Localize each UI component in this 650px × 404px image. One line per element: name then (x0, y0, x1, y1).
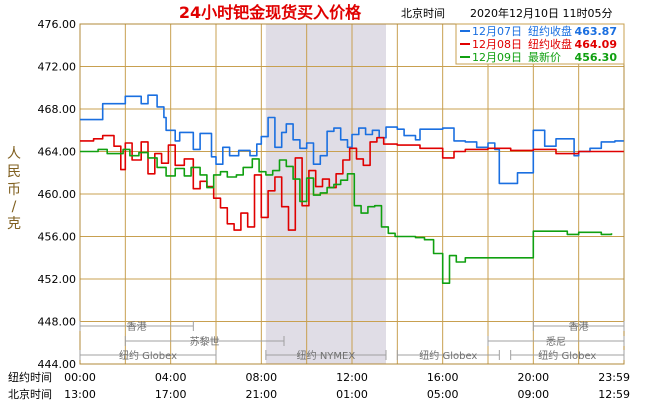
legend-label: 纽约收盘 (528, 24, 572, 38)
beijing-time-tick: 09:00 (517, 388, 549, 401)
session-label: 苏黎世 (190, 335, 220, 348)
legend-value: 456.30 (575, 51, 618, 64)
y-tick-label: 444.00 (38, 358, 77, 371)
y-axis-label-char: 民 (7, 164, 21, 180)
y-tick-label: 472.00 (38, 61, 77, 74)
ny-time-tick: 12:00 (336, 371, 368, 384)
legend-label: 最新价 (528, 50, 561, 64)
plot-border (79, 23, 625, 365)
legend-date: 12月08日 (472, 38, 522, 51)
update-timestamp: 2020年12月10日 11时05分 (470, 6, 612, 20)
beijing-time-tick: 12:59 (598, 388, 630, 401)
legend-value: 464.09 (575, 38, 617, 51)
legend: 12月07日 纽约收盘 463.87 12月08日 纽约收盘 464.09 12月09日 最新… (455, 23, 625, 65)
session-label: 纽约 Globex (538, 349, 596, 362)
ny-time-tick: 20:00 (517, 371, 549, 384)
ny-time-tick: 16:00 (427, 371, 459, 384)
beijing-time-label: 北京时间 (8, 387, 52, 401)
legend-date: 12月07日 (472, 25, 522, 38)
series-line-2 (80, 134, 624, 231)
series-line-1 (80, 94, 624, 185)
ny-time-tick: 00:00 (64, 371, 96, 384)
ny-time-tick: 23:59 (598, 371, 630, 384)
y-axis-label-char: 人 (7, 146, 21, 162)
price-series (80, 94, 624, 284)
y-tick-label: 460.00 (38, 188, 77, 201)
legend-date: 12月09日 (472, 51, 522, 64)
y-tick-label: 464.00 (38, 146, 77, 159)
x-tick-labels: 00:00 04:00 08:00 12:00 16:00 20:00 23:59 13:00… (64, 371, 630, 401)
session-label: 香港 (127, 321, 147, 333)
session-label: 纽约 NYMEX (297, 349, 356, 362)
timezone-label: 北京时间 (401, 6, 445, 20)
y-axis-label: 人 民 币 / 克 (7, 146, 21, 232)
legend-value: 463.87 (575, 25, 617, 38)
session-label: 纽约 Globex (119, 349, 177, 362)
y-tick-label: 452.00 (38, 273, 77, 286)
y-tick-label: 468.00 (38, 103, 77, 116)
beijing-time-tick: 21:00 (245, 388, 277, 401)
legend-label: 纽约收盘 (528, 37, 572, 51)
ny-time-label: 纽约时间 (8, 370, 52, 384)
ny-time-tick: 08:00 (245, 371, 277, 384)
y-tick-labels: 476.00 472.00 468.00 464.00 460.00 456.00 452.… (38, 18, 77, 371)
y-axis-label-char: 克 (7, 216, 21, 232)
y-tick-label: 456.00 (38, 231, 77, 244)
y-axis-label-char: 币 (7, 182, 21, 198)
series-line-3 (80, 148, 613, 284)
beijing-time-tick: 05:00 (427, 388, 459, 401)
chart-title: 24小时钯金现货买入价格 (179, 3, 362, 22)
session-label: 香港 (569, 321, 589, 333)
session-label: 纽约 Globex (419, 349, 477, 362)
beijing-time-tick: 01:00 (336, 388, 368, 401)
session-label: 悉尼 (546, 336, 566, 348)
beijing-time-tick: 17:00 (155, 388, 187, 401)
ny-time-tick: 04:00 (155, 371, 187, 384)
grid (79, 23, 625, 365)
y-tick-label: 448.00 (38, 316, 77, 329)
y-tick-label: 476.00 (38, 18, 77, 31)
y-axis-label-char: / (12, 199, 17, 215)
legend-box (455, 23, 625, 65)
beijing-time-tick: 13:00 (64, 388, 96, 401)
